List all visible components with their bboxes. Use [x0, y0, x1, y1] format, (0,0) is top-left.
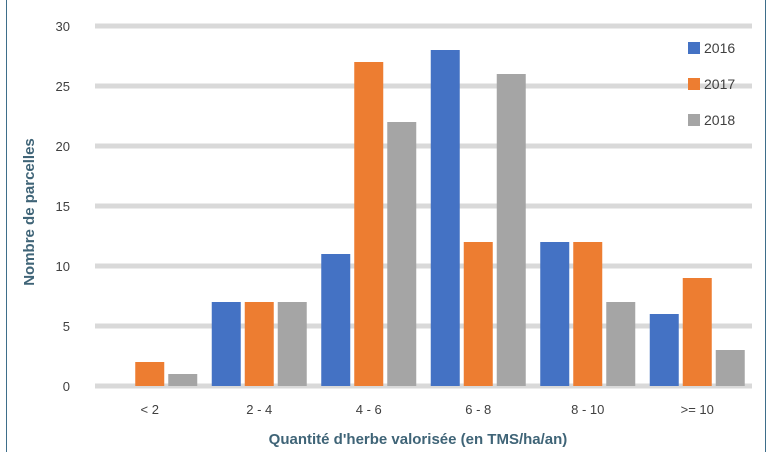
bar-2018-5 — [715, 350, 745, 386]
bar-2017-1 — [244, 302, 274, 386]
x-tick-label: 2 - 4 — [246, 402, 272, 417]
chart-frame — [6, 0, 766, 452]
y-axis-title: Nombre de parcelles — [21, 138, 38, 286]
bar-2018-2 — [387, 122, 417, 386]
bar-2016-1 — [211, 302, 241, 386]
y-tick-labels: 0 5 10 15 20 25 30 — [56, 19, 70, 394]
legend-swatch-2017 — [688, 78, 700, 90]
bar-2016-3 — [430, 50, 460, 386]
legend-label: 2016 — [704, 40, 735, 56]
y-tick-label: 5 — [63, 319, 70, 334]
legend-label: 2017 — [704, 76, 735, 92]
y-tick-label: 20 — [56, 139, 70, 154]
y-tick-label: 30 — [56, 19, 70, 34]
bar-2018-0 — [168, 374, 198, 386]
gridlines — [95, 23, 752, 389]
x-tick-label: 8 - 10 — [571, 402, 604, 417]
bar-2017-4 — [573, 242, 603, 386]
bar-2016-5 — [649, 314, 679, 386]
y-tick-label: 10 — [56, 259, 70, 274]
legend-label: 2018 — [704, 112, 735, 128]
x-axis-title: Quantité d'herbe valorisée (en TMS/ha/an… — [269, 431, 568, 448]
bar-2018-3 — [496, 74, 526, 386]
bar-2016-2 — [321, 254, 351, 386]
bars — [135, 50, 745, 386]
y-tick-label: 0 — [63, 379, 70, 394]
x-tick-label: 4 - 6 — [356, 402, 382, 417]
bar-2018-1 — [277, 302, 307, 386]
bar-2018-4 — [606, 302, 636, 386]
bar-2017-5 — [682, 278, 712, 386]
x-tick-label: 6 - 8 — [465, 402, 491, 417]
x-tick-labels: < 2 2 - 4 4 - 6 6 - 8 8 - 10 >= 10 — [141, 402, 714, 417]
bar-2017-2 — [354, 62, 384, 386]
x-tick-label: >= 10 — [681, 402, 714, 417]
bar-2016-4 — [540, 242, 570, 386]
bar-2017-0 — [135, 362, 165, 386]
x-tick-label: < 2 — [141, 402, 159, 417]
legend-swatch-2016 — [688, 42, 700, 54]
bar-2017-3 — [463, 242, 493, 386]
legend: 2016 2017 2018 — [688, 40, 735, 128]
y-tick-label: 15 — [56, 199, 70, 214]
legend-swatch-2018 — [688, 114, 700, 126]
y-tick-label: 25 — [56, 79, 70, 94]
